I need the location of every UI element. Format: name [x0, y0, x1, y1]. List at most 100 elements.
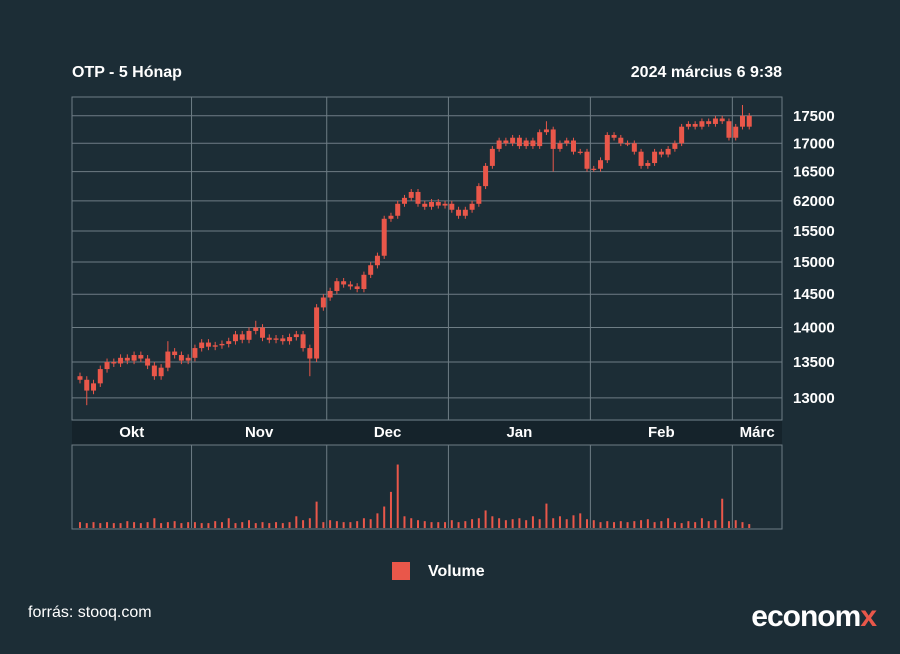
candle-body [293, 334, 299, 338]
volume-bar [633, 521, 636, 528]
plot-frame [71, 96, 783, 421]
volume-bar [234, 523, 237, 528]
volume-bar [727, 521, 730, 528]
candle-body [726, 121, 732, 138]
candle-body [266, 337, 272, 340]
volume-bar [626, 522, 629, 528]
volume-bar [606, 521, 609, 528]
volume-bar [220, 522, 223, 528]
volume-bar [437, 522, 440, 528]
volume-bar [261, 522, 264, 528]
candle-body [172, 351, 178, 356]
volume-bar [531, 516, 534, 528]
volume-bar [518, 518, 521, 528]
volume-bar [734, 520, 737, 528]
y-tick-label: 16500 [793, 164, 835, 181]
candle-body [300, 334, 306, 349]
volume-bar [430, 522, 433, 528]
volume-bar [227, 518, 230, 528]
volume-bar [694, 522, 697, 528]
volume-bar [471, 519, 474, 528]
candle-body [280, 338, 286, 342]
candle-body [145, 358, 151, 366]
y-tick-label: 14500 [793, 286, 835, 303]
candle-body [415, 191, 421, 204]
volume-bar [741, 522, 744, 528]
y-tick-label: 13500 [793, 354, 835, 371]
candle-body [199, 342, 205, 349]
candle-body [679, 126, 685, 144]
x-tick-label: Nov [245, 424, 274, 441]
candle-body [435, 202, 441, 206]
volume-bar [335, 521, 338, 528]
volume-bar [680, 523, 683, 528]
legend-label: Volume [428, 563, 485, 580]
volume-bar [667, 518, 670, 528]
volume-bar [349, 522, 352, 528]
volume-bar [423, 521, 426, 528]
candle-body [631, 143, 637, 152]
y-tick-label: 15500 [793, 223, 835, 240]
candle-body [489, 148, 495, 166]
volume-bar [241, 522, 244, 528]
logo: economx [751, 600, 877, 633]
volume-bar [552, 518, 555, 528]
volume-bar [498, 518, 501, 528]
volume-bar [491, 516, 494, 528]
candle-body [219, 343, 225, 346]
volume-bar [511, 519, 514, 528]
volume-bar [579, 513, 582, 528]
volume-bar [403, 516, 406, 528]
x-tick-label: Dec [374, 424, 402, 441]
candle-body [124, 357, 130, 361]
candle-body [408, 191, 414, 198]
candle-body [645, 163, 651, 166]
candle-body [510, 137, 516, 144]
volume-bar [700, 518, 703, 528]
candle-body [307, 348, 313, 359]
candle-body [253, 327, 259, 331]
candle-body [314, 307, 320, 359]
candle-body [422, 203, 428, 207]
candle-body [205, 342, 211, 347]
volume-bar [613, 522, 616, 528]
candle-body [442, 203, 448, 206]
volume-bar [707, 521, 710, 528]
volume-bar [464, 521, 467, 528]
candle-body [401, 197, 407, 204]
candle-body [287, 337, 293, 342]
candle-body [564, 140, 570, 144]
volume-bar [288, 522, 291, 528]
volume-bar [248, 520, 250, 528]
candle-body [347, 284, 353, 287]
volume-bar [315, 501, 318, 528]
candle-body [246, 330, 252, 340]
volume-bar [173, 521, 176, 528]
volume-bar [139, 523, 142, 528]
volume-bar [660, 521, 663, 528]
volume-bar [187, 522, 190, 528]
candle-body [537, 132, 543, 147]
candle-body [354, 286, 360, 290]
candle-body [476, 186, 482, 204]
volume-bar [687, 521, 690, 528]
candle-body [131, 355, 137, 361]
volume-bar [376, 513, 379, 528]
candle-body [456, 209, 462, 216]
logo-text: econom [751, 600, 860, 633]
candle-body [165, 351, 171, 368]
volume-bar [592, 520, 595, 528]
volume-bar [85, 523, 88, 528]
volume-bar [79, 522, 81, 528]
volume-bar [200, 523, 203, 528]
volume-bar [504, 520, 507, 528]
candle-body [658, 151, 664, 155]
candle-body [483, 165, 489, 187]
candle-body [652, 151, 658, 164]
candle-body [584, 151, 590, 169]
volume-bar [714, 520, 717, 528]
candle-body [111, 362, 117, 364]
volume-bar [193, 522, 196, 528]
candle-body [395, 203, 401, 216]
